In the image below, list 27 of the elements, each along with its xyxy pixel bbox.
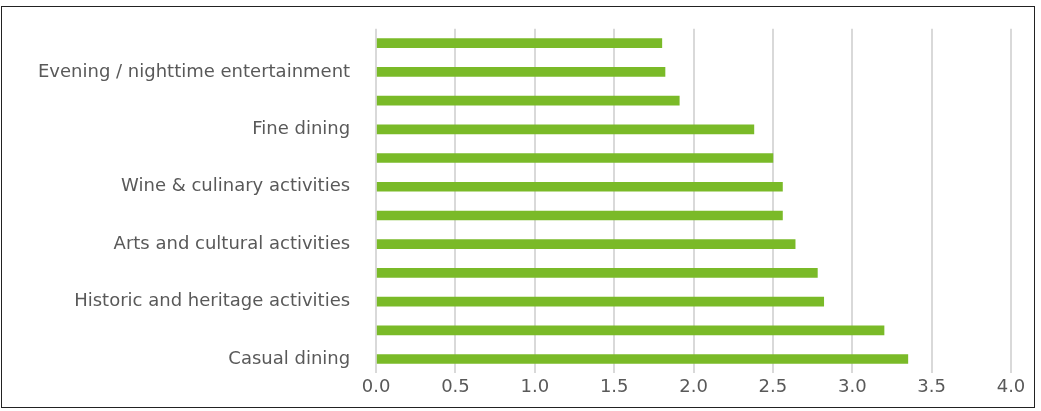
bar bbox=[376, 296, 825, 307]
bar bbox=[376, 325, 885, 336]
x-tick-label: 2.0 bbox=[679, 374, 708, 396]
x-tick-label: 0.5 bbox=[441, 374, 470, 396]
bar bbox=[376, 354, 909, 364]
bar bbox=[376, 38, 663, 48]
x-tick-label: 3.5 bbox=[917, 374, 946, 396]
y-tick-label: Casual dining bbox=[228, 346, 351, 368]
y-tick-label: Evening / nighttime entertainment bbox=[37, 59, 351, 81]
y-tick-label: Historic and heritage activities bbox=[74, 289, 351, 311]
bar bbox=[376, 95, 680, 106]
bar bbox=[376, 239, 796, 250]
bar bbox=[376, 210, 783, 221]
x-tick-label: 0.0 bbox=[361, 374, 391, 396]
bar bbox=[376, 124, 755, 135]
y-tick-label: Fine dining bbox=[252, 116, 351, 138]
bar bbox=[376, 268, 818, 278]
x-tick-label: 4.0 bbox=[996, 374, 1026, 396]
bar bbox=[376, 153, 774, 163]
x-tick-label: 1.0 bbox=[520, 374, 550, 396]
x-tick-label: 3.0 bbox=[837, 374, 867, 396]
x-tick-label: 1.5 bbox=[599, 374, 629, 396]
y-tick-label: Arts and cultural activities bbox=[113, 231, 351, 253]
bar bbox=[376, 181, 783, 192]
bar bbox=[376, 67, 666, 77]
y-tick-label: Wine & culinary activities bbox=[121, 174, 351, 196]
x-tick-label: 2.5 bbox=[758, 374, 788, 396]
